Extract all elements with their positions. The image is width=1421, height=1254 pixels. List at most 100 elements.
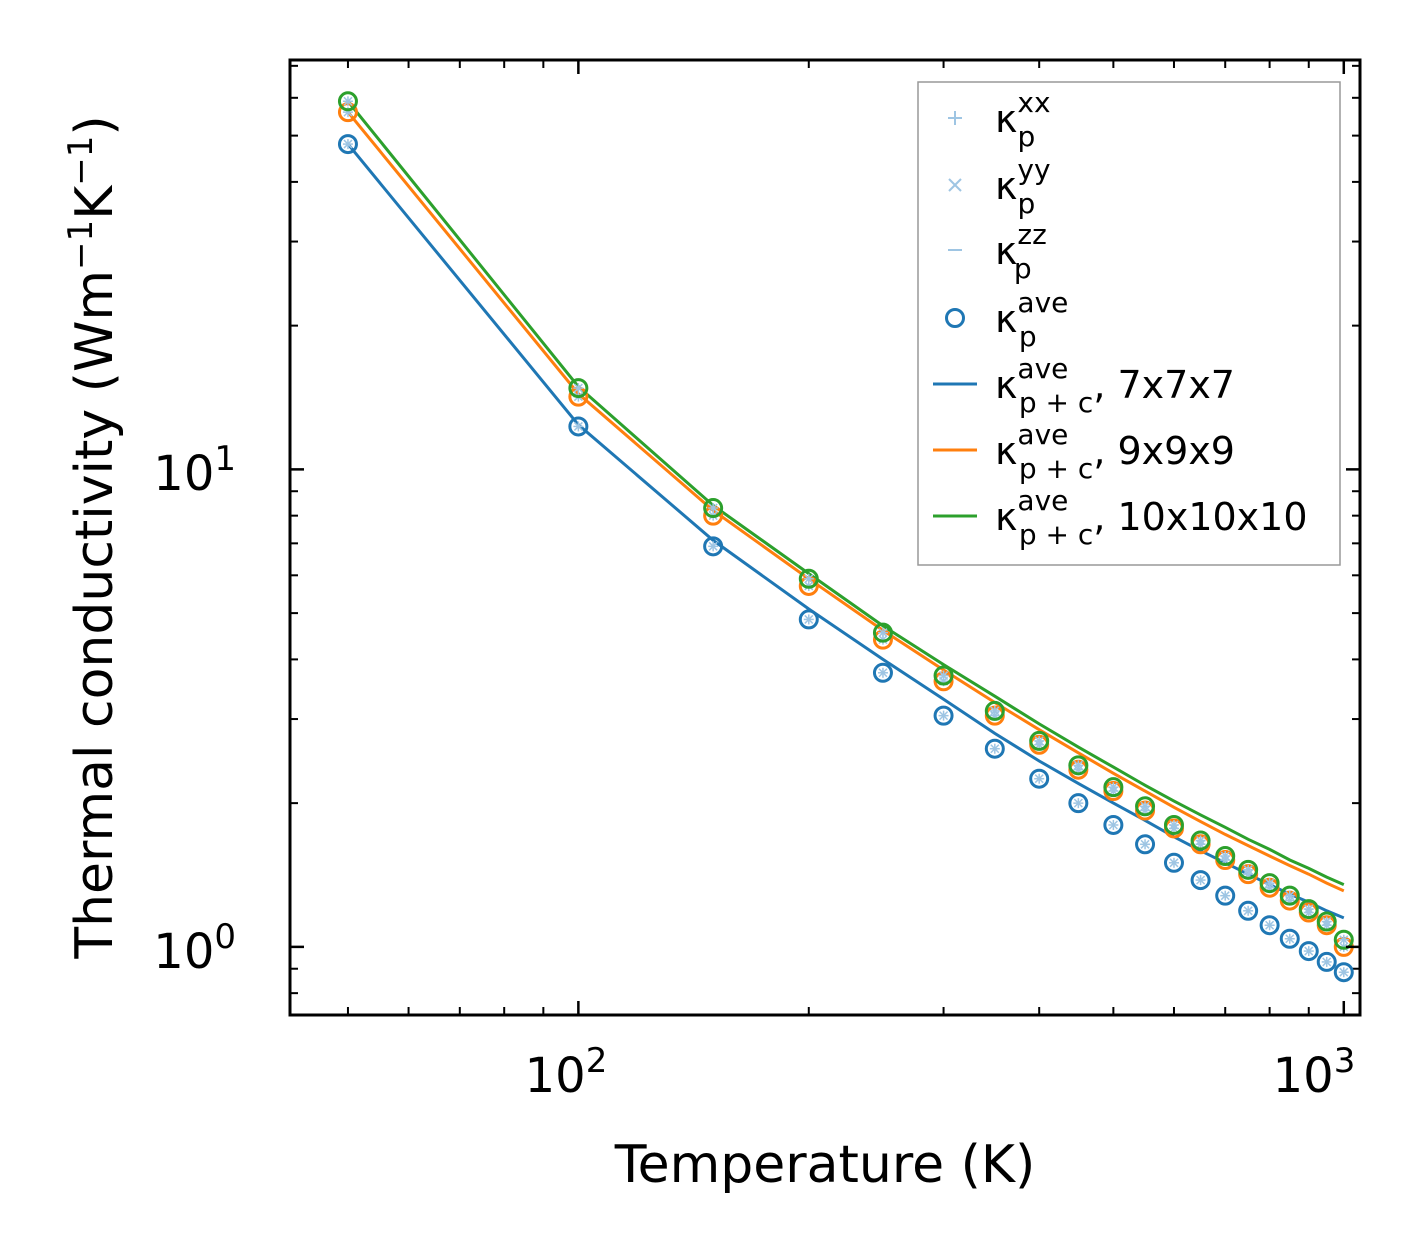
data-point bbox=[1316, 911, 1337, 932]
marker-circle bbox=[1215, 845, 1236, 866]
data-point bbox=[1259, 915, 1280, 936]
marker-circle bbox=[1135, 796, 1156, 817]
marker-circle bbox=[1298, 899, 1319, 920]
data-point bbox=[1316, 951, 1337, 972]
marker-cross-b bbox=[1304, 946, 1314, 956]
y-axis-title: Thermal conductivity (Wm−1K−1) bbox=[61, 115, 125, 959]
data-point bbox=[798, 568, 819, 589]
marker-circle bbox=[1259, 915, 1280, 936]
marker-circle bbox=[872, 662, 893, 683]
marker-cross-b bbox=[804, 614, 814, 624]
legend-marker-cross bbox=[948, 178, 962, 192]
marker-circle bbox=[933, 665, 954, 686]
marker-circle bbox=[1238, 859, 1259, 880]
marker-cross-b bbox=[1073, 760, 1083, 770]
marker-cross-b bbox=[1196, 835, 1206, 846]
data-point bbox=[1103, 814, 1124, 835]
circle bbox=[945, 308, 965, 328]
data-point bbox=[872, 662, 893, 683]
data-point bbox=[933, 665, 954, 686]
data-point bbox=[1135, 834, 1156, 855]
marker-cross-b bbox=[1265, 920, 1275, 930]
marker-circle bbox=[1259, 873, 1280, 894]
x-tick-label-1000: 103 bbox=[1273, 1041, 1356, 1104]
marker-cross-b bbox=[343, 139, 353, 149]
marker-circle bbox=[1190, 830, 1211, 851]
data-point bbox=[1279, 928, 1300, 949]
data-point bbox=[1068, 793, 1089, 814]
marker-circle bbox=[1333, 962, 1354, 983]
data-point bbox=[933, 705, 954, 726]
marker-circle bbox=[1298, 941, 1319, 962]
marker-circle bbox=[1068, 755, 1089, 776]
data-point bbox=[1029, 768, 1050, 789]
data-point bbox=[337, 134, 358, 155]
legend-label-0: κxx p bbox=[995, 86, 1051, 153]
marker-circle bbox=[337, 91, 358, 112]
marker-cross-b bbox=[1140, 839, 1150, 849]
series-points bbox=[337, 91, 1354, 983]
marker-cross-b bbox=[573, 421, 583, 431]
series-line-1 bbox=[346, 111, 1345, 893]
marker-circle bbox=[1163, 814, 1184, 835]
data-point bbox=[1238, 900, 1259, 921]
data-point bbox=[703, 536, 724, 557]
data-point bbox=[1163, 852, 1184, 873]
data-point bbox=[568, 416, 589, 437]
major-ticks bbox=[290, 60, 1360, 1015]
plot-frame bbox=[288, 58, 1362, 1017]
marker-circle bbox=[1103, 814, 1124, 835]
marker-circle bbox=[1029, 730, 1050, 751]
marker-circle bbox=[798, 609, 819, 630]
data-point bbox=[984, 700, 1005, 721]
legend-marker-plus bbox=[948, 111, 962, 125]
data-point bbox=[337, 91, 358, 112]
marker-cross-b bbox=[1220, 851, 1230, 861]
marker-cross-b bbox=[1322, 957, 1332, 967]
marker-cross-b bbox=[1339, 935, 1349, 945]
marker-circle bbox=[1215, 885, 1236, 906]
marker-circle bbox=[703, 498, 724, 519]
data-point bbox=[1135, 796, 1156, 817]
marker-circle bbox=[1316, 911, 1337, 932]
marker-circle bbox=[1238, 900, 1259, 921]
y-tick-label-1: 100 bbox=[153, 917, 236, 980]
data-point bbox=[568, 378, 589, 399]
marker-circle bbox=[1279, 885, 1300, 906]
marker-cross-b bbox=[343, 96, 353, 106]
marker-cross-b bbox=[804, 574, 814, 584]
x-tick-label-100: 102 bbox=[525, 1041, 608, 1104]
legend-box bbox=[917, 81, 1341, 566]
marker-circle bbox=[984, 700, 1005, 721]
data-point bbox=[1333, 929, 1354, 950]
marker-circle bbox=[1135, 834, 1156, 855]
data-point bbox=[703, 498, 724, 519]
legend-label-6: κave p + c, 10x10x10 bbox=[995, 484, 1308, 551]
marker-cross-b bbox=[1243, 906, 1253, 916]
y-tick-label-10: 101 bbox=[153, 439, 236, 502]
marker-cross-b bbox=[1285, 891, 1295, 901]
marker-cross-b bbox=[1339, 967, 1349, 977]
marker-cross-b bbox=[990, 744, 1000, 754]
legend-label-4: κave p + c, 7x7x7 bbox=[995, 352, 1235, 419]
marker-cross-b bbox=[1108, 820, 1118, 830]
data-point bbox=[1029, 730, 1050, 751]
marker-cross-b bbox=[1140, 801, 1150, 811]
marker-cross-b bbox=[1108, 782, 1118, 792]
data-point bbox=[1279, 885, 1300, 906]
data-point bbox=[1259, 873, 1280, 894]
marker-circle bbox=[1333, 929, 1354, 950]
marker-circle bbox=[1068, 793, 1089, 814]
data-point bbox=[1238, 859, 1259, 880]
legend-label-5: κave p + c, 9x9x9 bbox=[995, 418, 1235, 485]
marker-circle bbox=[798, 568, 819, 589]
marker-circle bbox=[1029, 768, 1050, 789]
marker-cross-b bbox=[1196, 875, 1206, 885]
marker-cross-b bbox=[1220, 891, 1230, 901]
marker-circle bbox=[933, 705, 954, 726]
data-point bbox=[798, 609, 819, 630]
marker-circle bbox=[1190, 870, 1211, 891]
marker-circle bbox=[1103, 777, 1124, 798]
